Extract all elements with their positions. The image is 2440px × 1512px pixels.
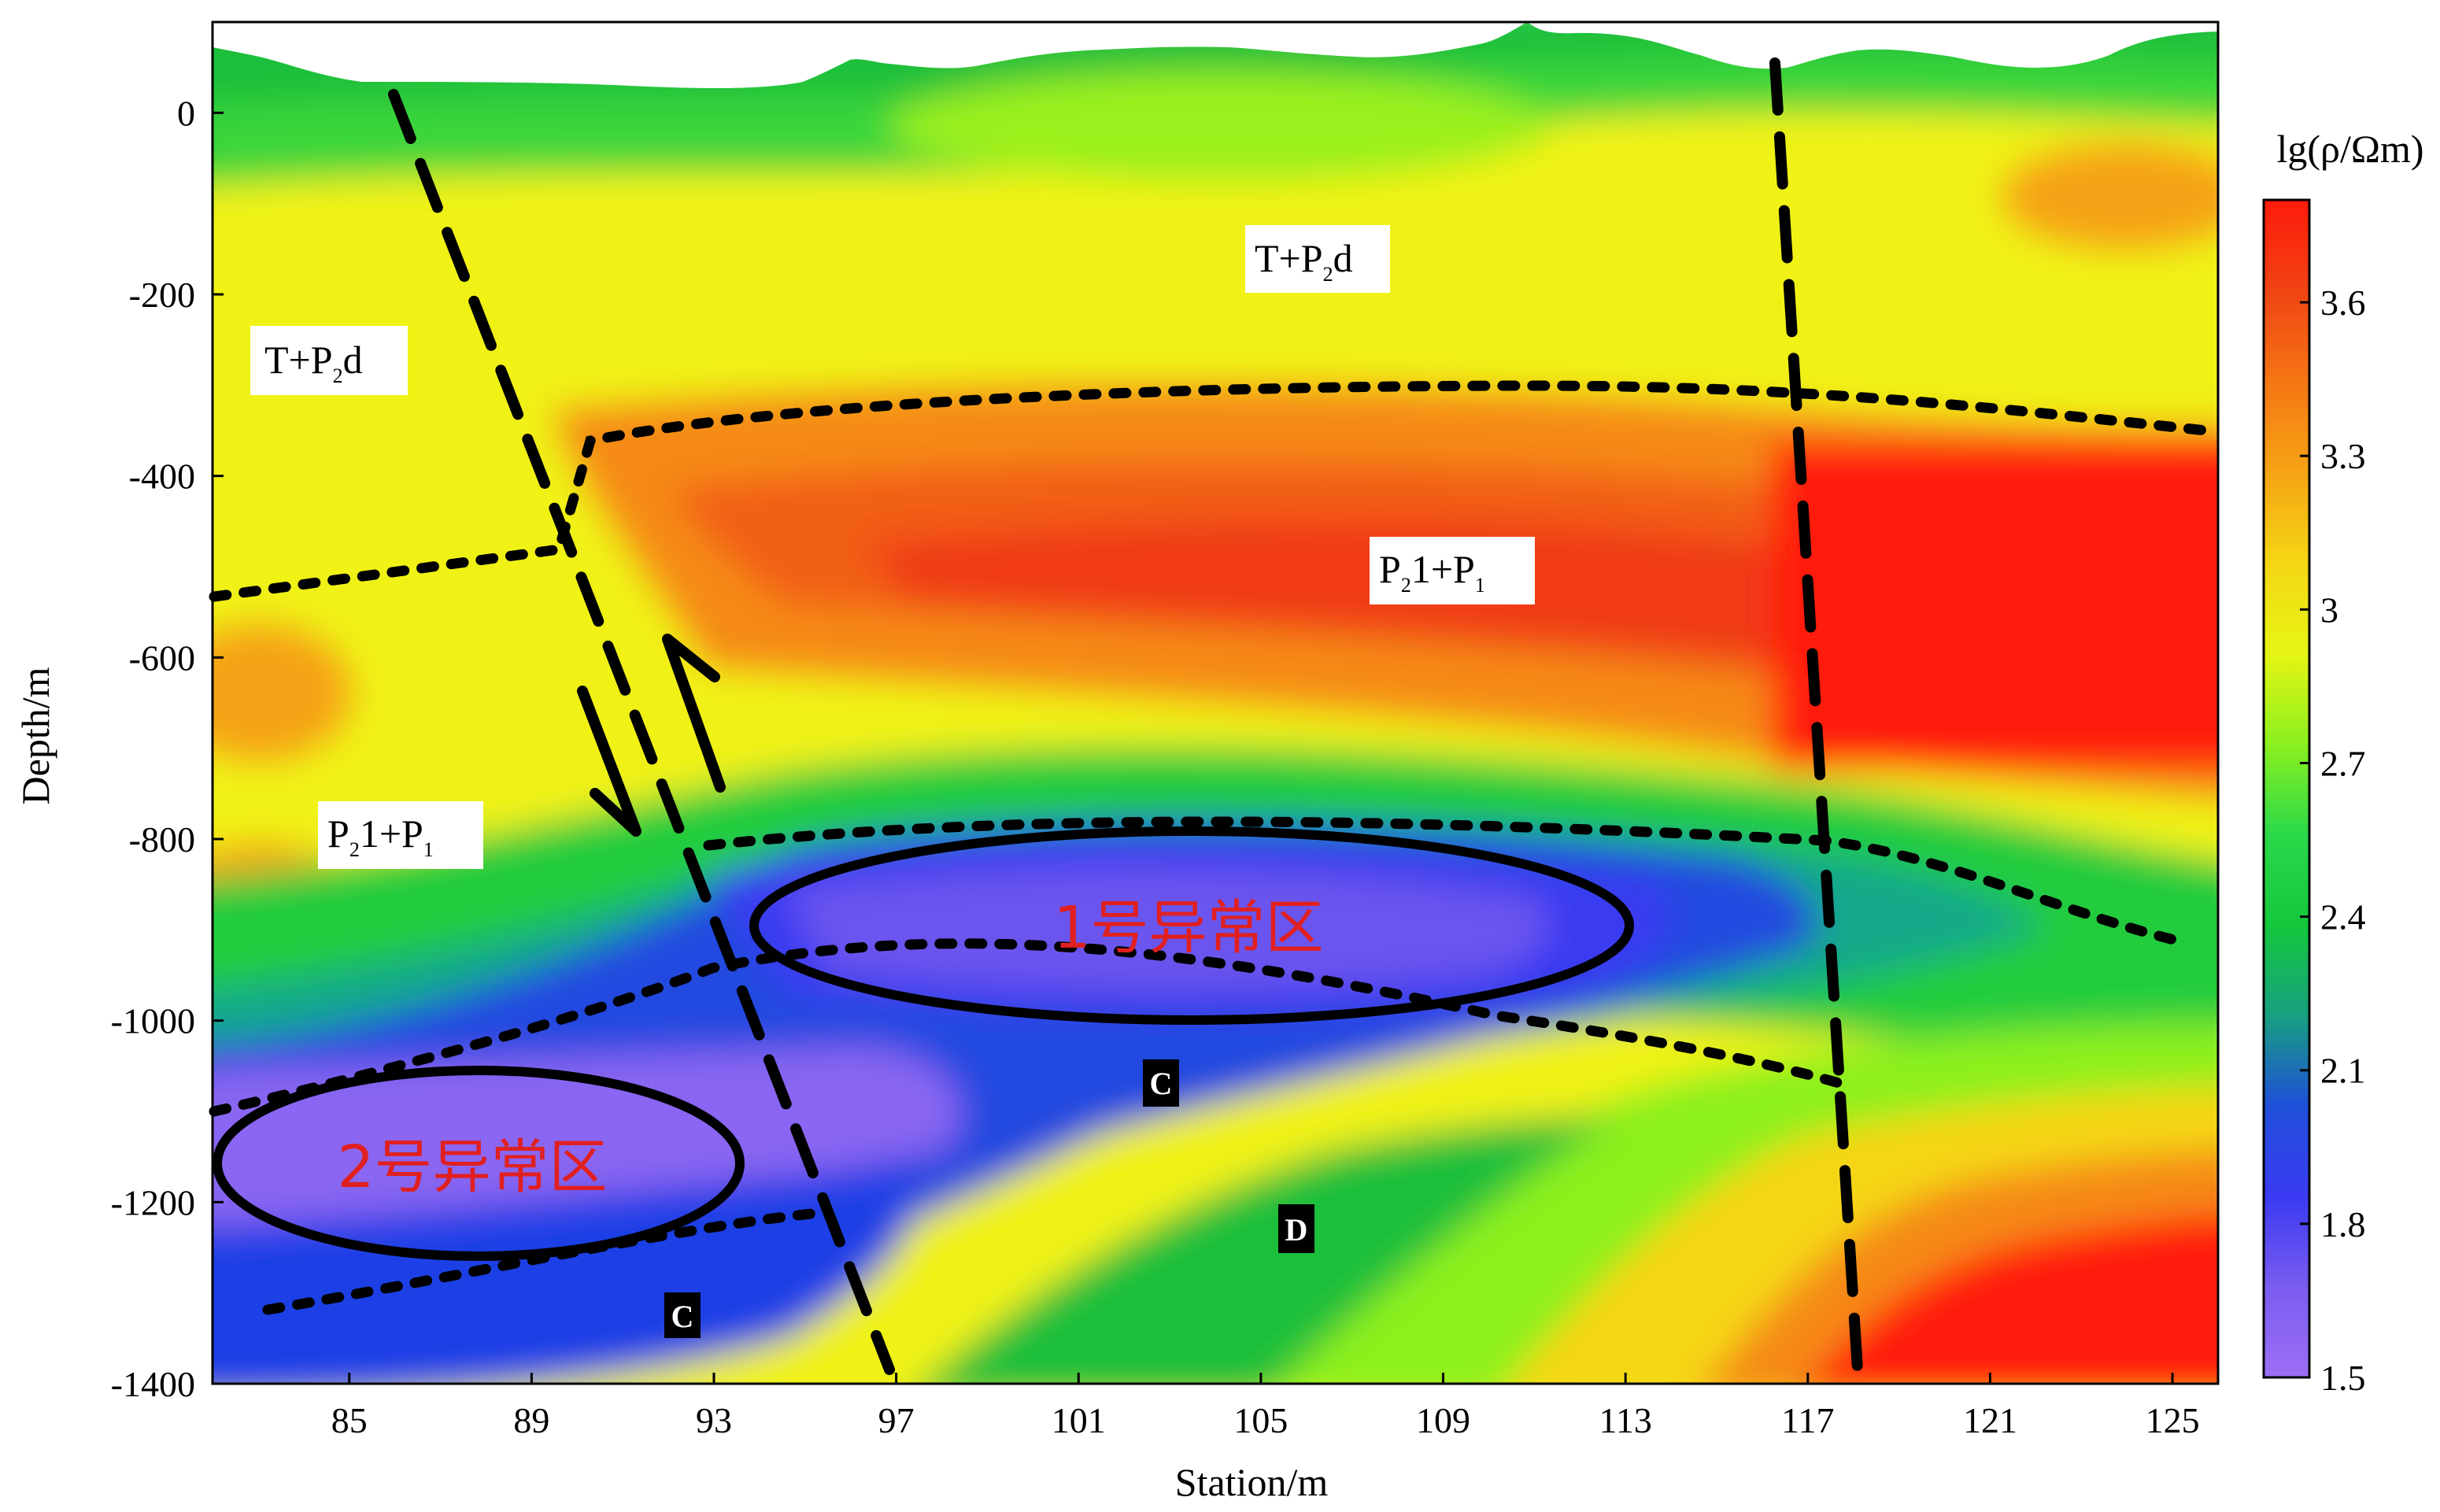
colorbar-tick-label: 3 [2320,590,2338,630]
fault-line-right [1769,57,1863,1375]
svg-text:D: D [1285,1212,1308,1248]
boundary-lower-top [703,816,2186,947]
colorbar-tick-label: 2.7 [2320,743,2366,783]
svg-text:T+P2d: T+P2d [264,338,363,387]
x-axis-title: Station/m [1175,1460,1329,1504]
stratum-label-top-left: T+P2d [250,326,408,395]
badge-c-upper: C [1143,1059,1179,1107]
x-tick-label: 105 [1233,1400,1288,1440]
boundary-upper [209,380,2219,602]
y-tick-label: -600 [129,638,195,678]
badge-d: D [1278,1204,1314,1253]
colorbar-tick-label: 2.1 [2320,1051,2366,1091]
x-axis-ticks: 85 89 93 97 101 105 109 113 117 121 125 [331,1373,2200,1440]
badge-c-lower: C [664,1292,701,1338]
x-tick-label: 113 [1599,1400,1652,1440]
arrow-up [662,634,726,793]
y-tick-label: -1000 [111,1001,195,1041]
y-tick-label: -1200 [111,1182,195,1222]
y-tick-label: -1400 [111,1364,195,1404]
svg-text:C: C [1150,1066,1173,1101]
x-tick-label: 117 [1781,1400,1834,1440]
y-tick-label: -400 [129,457,195,497]
colorbar-tick-label: 1.8 [2320,1204,2366,1244]
svg-text:P21+P1: P21+P1 [1379,547,1485,597]
arrow-down [577,686,641,837]
sky-mask [213,22,2218,88]
plot-frame [211,20,2220,1385]
x-tick-label: 89 [513,1400,549,1440]
y-tick-label: -200 [129,275,195,315]
stratum-label-mid-left: P21+P1 [318,801,483,869]
y-axis-ticks: 0 -200 -400 -600 -800 -1000 -1200 -1400 [111,93,224,1404]
boundary-lower-mid [209,938,1855,1117]
anomaly-ellipse-1 [749,826,1634,1025]
svg-text:T+P2d: T+P2d [1255,236,1353,286]
y-axis-title: Depth/m [13,667,57,804]
x-tick-label: 125 [2146,1400,2200,1440]
x-tick-label: 121 [1963,1400,2017,1440]
x-tick-label: 97 [878,1400,915,1440]
fault-lines [388,57,1863,1375]
colorbar-tick-label: 3.3 [2320,436,2366,476]
x-tick-label: 109 [1416,1400,1470,1440]
y-tick-label: 0 [177,93,195,133]
colorbar-tick-label: 1.5 [2320,1358,2366,1398]
anomaly-1-label: 1号异常区 [1053,894,1323,962]
svg-text:P21+P1: P21+P1 [327,811,434,861]
x-tick-label: 101 [1052,1400,1106,1440]
x-tick-label: 93 [696,1400,732,1440]
stratum-label-top-center: T+P2d [1245,225,1390,293]
colorbar-title: lg(ρ/Ωm) [2276,127,2423,171]
stratum-label-mid-center: P21+P1 [1370,537,1535,604]
fault-line-left [388,89,895,1375]
resistivity-field [213,22,2218,1384]
colorbar [2262,198,2311,1379]
anomaly-2-label: 2号异常区 [337,1133,607,1201]
colorbar-ticks: 3.6 3.3 3 2.7 2.4 2.1 1.8 1.5 [2300,283,2366,1398]
fault-slip-arrows [577,634,726,837]
y-tick-label: -800 [129,819,195,860]
svg-text:C: C [671,1299,694,1334]
colorbar-tick-label: 2.4 [2320,897,2366,937]
x-tick-label: 85 [331,1400,368,1440]
anomaly-ellipse-2 [213,1066,745,1261]
colorbar-tick-label: 3.6 [2320,283,2366,323]
